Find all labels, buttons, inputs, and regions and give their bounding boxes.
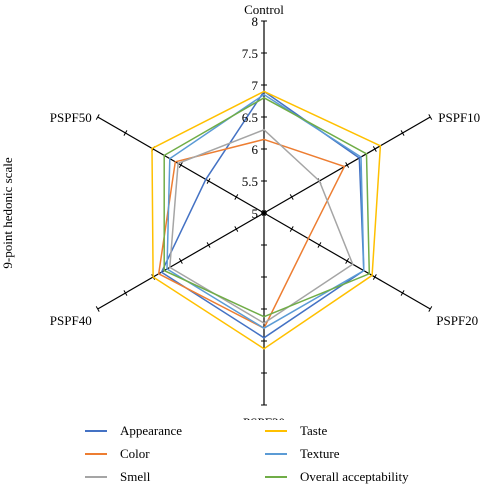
legend-swatch — [265, 476, 287, 478]
radial-tick-label: 8 — [252, 14, 259, 29]
legend: Appearance Color Smell Taste Texture Overall … — [85, 420, 485, 500]
axis-tick — [95, 306, 100, 312]
series-line-overall-acceptability — [163, 96, 371, 318]
axis-tick — [428, 114, 433, 120]
radial-tick-label: 5.5 — [242, 174, 258, 189]
legend-label: Texture — [300, 446, 340, 461]
legend-swatch — [85, 476, 107, 478]
legend-swatch — [265, 453, 287, 455]
axis-tick — [234, 226, 239, 232]
legend-label: Taste — [300, 423, 328, 438]
legend-label: Color — [120, 446, 150, 461]
radial-tick-label: 6 — [252, 142, 259, 157]
series-line-texture — [166, 93, 365, 330]
category-label-pspf50: PSPF50 — [50, 110, 92, 125]
radial-tick-label: 6.5 — [242, 110, 258, 125]
y-axis-label: 9-point hedonic scale — [0, 157, 15, 268]
legend-swatch — [85, 453, 107, 455]
axis-tick — [372, 274, 377, 280]
axis-tick — [289, 194, 294, 200]
axis-tick — [345, 258, 350, 264]
legend-item-appearance: Appearance — [85, 420, 182, 442]
legend-label: Appearance — [120, 423, 183, 438]
category-label-pspf10: PSPF10 — [438, 110, 480, 125]
series-line-smell — [169, 128, 354, 324]
axis-tick — [400, 130, 405, 136]
axis-tick — [123, 130, 128, 136]
series-line-appearance — [160, 90, 365, 339]
axis-tick — [178, 258, 183, 264]
axis-tick — [262, 210, 266, 216]
axis-tick — [206, 178, 211, 184]
axis-layer — [95, 20, 433, 406]
axis-tick — [428, 306, 433, 312]
axis-tick — [400, 290, 405, 296]
category-label-pspf20: PSPF20 — [436, 313, 478, 328]
legend-item-taste: Taste — [265, 420, 327, 442]
legend-item-color: Color — [85, 443, 150, 465]
legend-swatch — [85, 430, 107, 432]
legend-item-texture: Texture — [265, 443, 340, 465]
series-line-taste — [151, 90, 382, 350]
axis-tick — [317, 242, 322, 248]
legend-swatch — [265, 430, 287, 432]
radial-tick-label: 7.5 — [242, 46, 258, 61]
category-label-pspf30: PSPF30 — [243, 415, 285, 420]
axis-tick — [178, 162, 183, 168]
legend-item-smell: Smell — [85, 466, 150, 488]
series-layer — [151, 90, 382, 350]
axis-tick — [372, 146, 377, 152]
legend-label: Smell — [120, 469, 151, 484]
category-label-pspf40: PSPF40 — [50, 313, 92, 328]
axis-tick — [234, 194, 239, 200]
axis-tick — [123, 290, 128, 296]
axis-tick — [345, 162, 350, 168]
radial-tick-label: 7 — [252, 78, 259, 93]
category-label-control: Control — [244, 2, 284, 17]
axis-tick — [206, 242, 211, 248]
axis-tick — [95, 114, 100, 120]
legend-item-overall-acceptability: Overall acceptability — [265, 466, 409, 488]
radial-tick-label: 5 — [252, 206, 259, 221]
axis-tick — [289, 226, 294, 232]
legend-label: Overall acceptability — [300, 469, 409, 484]
